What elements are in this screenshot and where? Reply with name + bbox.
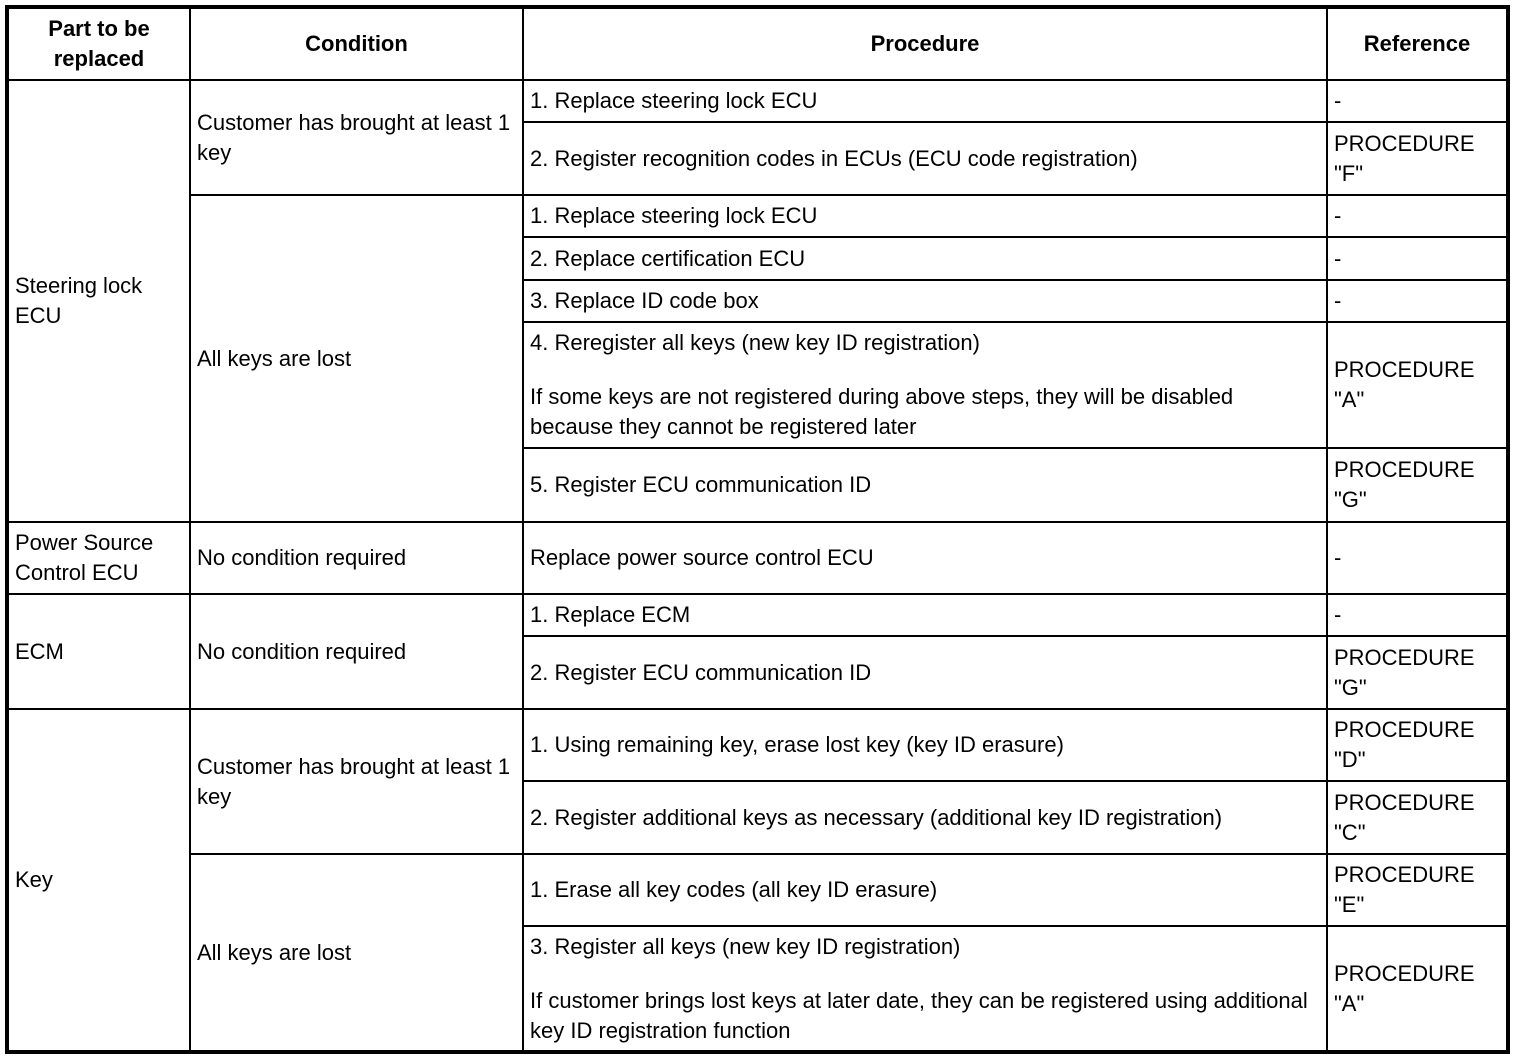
condition-cell: All keys are lost bbox=[189, 194, 524, 523]
header-row: Part to be replaced Condition Procedure … bbox=[6, 6, 1509, 81]
procedure-text: 5. Register ECU communication ID bbox=[530, 472, 872, 497]
reference-cell: - bbox=[1326, 194, 1509, 238]
procedure-text: 2. Register additional keys as necessary… bbox=[530, 804, 1223, 830]
procedure-text: 2. Register ECU communication ID bbox=[530, 659, 872, 685]
table-row: 3. Register all keys (new key ID registr… bbox=[7, 925, 1509, 1053]
procedure-text: 3. Replace ID code box bbox=[530, 288, 759, 313]
table-row: Steering lock ECU Customer has brought at… bbox=[6, 79, 1509, 523]
table-row: 3. Replace ID code box - bbox=[7, 279, 1509, 323]
table-row: 4. Reregister all keys (new key ID regis… bbox=[7, 321, 1509, 449]
procedure-text: 1. Replace steering lock ECU bbox=[530, 88, 818, 113]
procedure-cell: 1. Replace steering lock ECU bbox=[522, 194, 1328, 238]
reference-cell: - bbox=[1326, 236, 1509, 281]
procedure-text: Replace power source control ECU bbox=[530, 545, 874, 570]
condition-cell: Customer has brought at least 1 key bbox=[189, 708, 524, 855]
procedure-text: 1. Replace steering lock ECU bbox=[530, 203, 818, 228]
procedure-text: If some keys are not registered during a… bbox=[530, 384, 1234, 439]
header-condition: Condition bbox=[189, 6, 524, 81]
table-row: 2. Register additional keys as necessary… bbox=[7, 780, 1509, 855]
reference-cell: PROCEDURE "D" bbox=[1326, 708, 1509, 782]
procedure-text: 2. Register recognition codes in ECUs (E… bbox=[530, 145, 1138, 171]
procedure-cell: 1. Replace steering lock ECU bbox=[522, 79, 1328, 123]
reference-cell: - bbox=[1326, 521, 1509, 595]
procedure-cell: 2. Replace certification ECU bbox=[522, 236, 1328, 281]
part-cell: Key bbox=[6, 708, 191, 1053]
part-cell: ECM bbox=[6, 593, 191, 710]
table-row: 5. Register ECU communication ID PROCEDUR… bbox=[7, 447, 1509, 523]
procedure-cell: 1. Erase all key codes (all key ID erasu… bbox=[522, 853, 1328, 927]
table-row: ECM No condition required 1. Replace ECM - bbox=[6, 593, 1509, 710]
procedure-cell: Replace power source control ECU bbox=[522, 521, 1328, 595]
procedure-text: 1. Using remaining key, erase lost key (… bbox=[530, 732, 1064, 757]
header-part: Part to be replaced bbox=[6, 6, 191, 81]
reference-cell: PROCEDURE "F" bbox=[1326, 121, 1509, 196]
procedure-cell: 5. Register ECU communication ID bbox=[522, 447, 1328, 523]
table-row: All keys are lost 1. Erase all key codes … bbox=[7, 853, 1509, 1053]
table-row: All keys are lost 1. Replace steering loc… bbox=[7, 194, 1509, 523]
procedure-text: 1. Replace ECM bbox=[530, 602, 691, 627]
condition-cell: No condition required bbox=[189, 593, 524, 710]
condition-cell: No condition required bbox=[189, 521, 524, 595]
procedure-text: 3. Register all keys (new key ID registr… bbox=[530, 933, 961, 959]
procedure-text: 1. Erase all key codes (all key ID erasu… bbox=[530, 877, 938, 902]
table-row: 2. Register recognition codes in ECUs (E… bbox=[7, 121, 1509, 196]
part-cell: Power Source Control ECU bbox=[6, 521, 191, 595]
procedure-cell: 4. Reregister all keys (new key ID regis… bbox=[522, 321, 1328, 449]
reference-cell: - bbox=[1326, 593, 1509, 637]
replacement-procedure-table: Part to be replaced Condition Procedure … bbox=[5, 5, 1510, 1054]
procedure-text: 4. Reregister all keys (new key ID regis… bbox=[530, 330, 980, 355]
reference-cell: PROCEDURE "E" bbox=[1326, 853, 1509, 927]
table-row: Key Customer has brought at least 1 key 1.… bbox=[6, 708, 1509, 1053]
reference-cell: PROCEDURE "C" bbox=[1326, 780, 1509, 855]
condition-cell: All keys are lost bbox=[189, 853, 524, 1053]
procedure-cell: 2. Register recognition codes in ECUs (E… bbox=[522, 121, 1328, 196]
table-row: Power Source Control ECU No condition req… bbox=[6, 521, 1509, 595]
procedure-cell: 3. Replace ID code box bbox=[522, 279, 1328, 323]
table-row: 2. Register ECU communication ID PROCEDUR… bbox=[7, 635, 1509, 710]
procedure-cell: 2. Register ECU communication ID bbox=[522, 635, 1328, 710]
reference-cell: - bbox=[1326, 279, 1509, 323]
part-cell: Steering lock ECU bbox=[6, 79, 191, 523]
reference-cell: PROCEDURE "G" bbox=[1326, 447, 1509, 523]
reference-cell: - bbox=[1326, 79, 1509, 123]
reference-cell: PROCEDURE "G" bbox=[1326, 635, 1509, 710]
procedure-cell: 2. Register additional keys as necessary… bbox=[522, 780, 1328, 855]
header-reference: Reference bbox=[1326, 6, 1509, 81]
procedure-text: 2. Replace certification ECU bbox=[530, 245, 806, 271]
procedure-cell: 1. Replace ECM bbox=[522, 593, 1328, 637]
procedure-cell: 1. Using remaining key, erase lost key (… bbox=[522, 708, 1328, 782]
table-row: 2. Replace certification ECU - bbox=[7, 236, 1509, 281]
reference-cell: PROCEDURE "A" bbox=[1326, 321, 1509, 449]
header-procedure: Procedure bbox=[522, 6, 1328, 81]
reference-cell: PROCEDURE "A" bbox=[1326, 925, 1509, 1053]
procedure-text: If customer brings lost keys at later da… bbox=[530, 987, 1308, 1043]
condition-cell: Customer has brought at least 1 key bbox=[189, 79, 524, 196]
procedure-cell: 3. Register all keys (new key ID registr… bbox=[522, 925, 1328, 1053]
